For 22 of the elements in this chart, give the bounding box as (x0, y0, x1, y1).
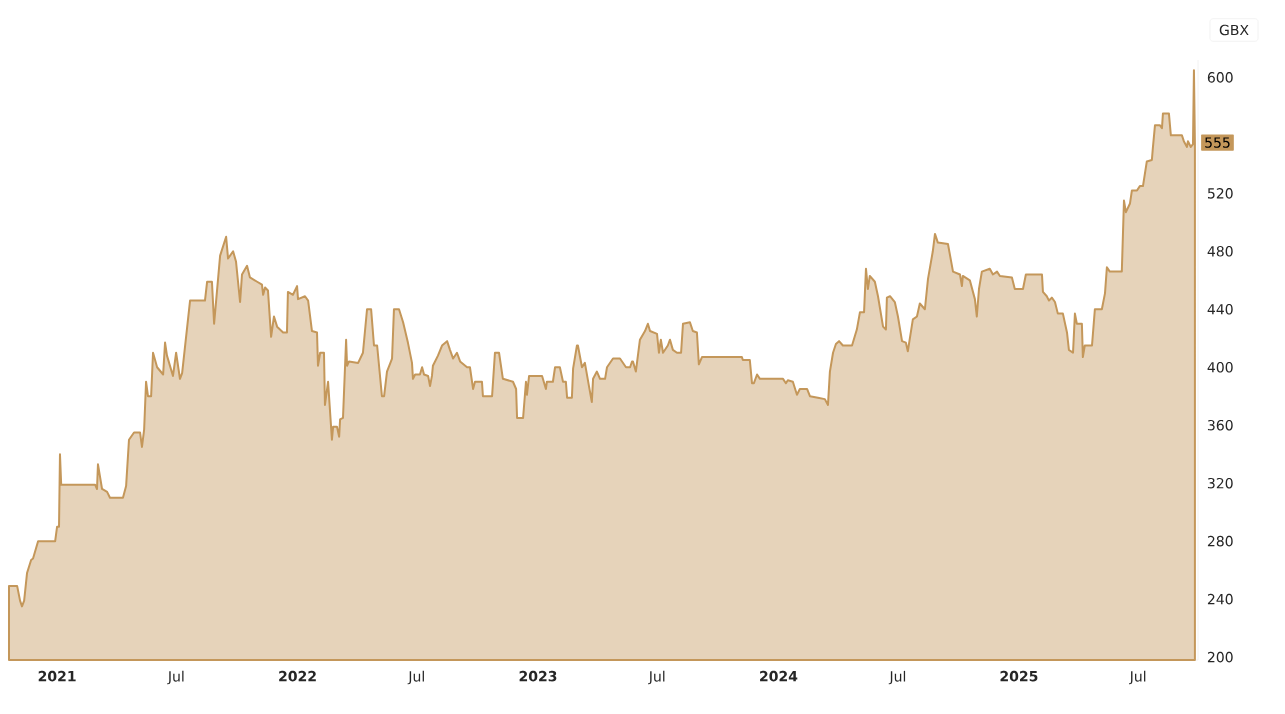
y-tick-label: 320 (1207, 477, 1233, 489)
x-tick-label: Jul (888, 670, 906, 685)
y-tick-label: 200 (1207, 651, 1233, 663)
x-tick-label: 2021 (38, 670, 76, 682)
x-tick-label: Jul (1129, 670, 1146, 685)
y-tick-label: 440 (1207, 303, 1233, 315)
y-tick-label: 480 (1207, 246, 1233, 257)
x-tick-label: 2022 (279, 670, 316, 682)
x-tick-label: 2024 (760, 670, 798, 682)
x-tick-label: 2023 (519, 670, 557, 682)
y-axis-title: GBX (1219, 24, 1249, 36)
y-tick-label: 600 (1207, 72, 1233, 83)
y-tick-label: 360 (1207, 419, 1233, 431)
y-tick-label: 400 (1207, 361, 1233, 373)
annotation: 555 (1205, 137, 1230, 148)
y-tick-label: 520 (1207, 188, 1233, 199)
y-tick-label: 240 (1207, 593, 1233, 605)
y-tick-label: 280 (1207, 535, 1233, 547)
x-tick-label: 2025 (1000, 670, 1038, 682)
x-tick-label: Jul (407, 670, 424, 685)
x-tick-label: Jul (167, 670, 184, 685)
x-tick-label: Jul (648, 670, 665, 685)
